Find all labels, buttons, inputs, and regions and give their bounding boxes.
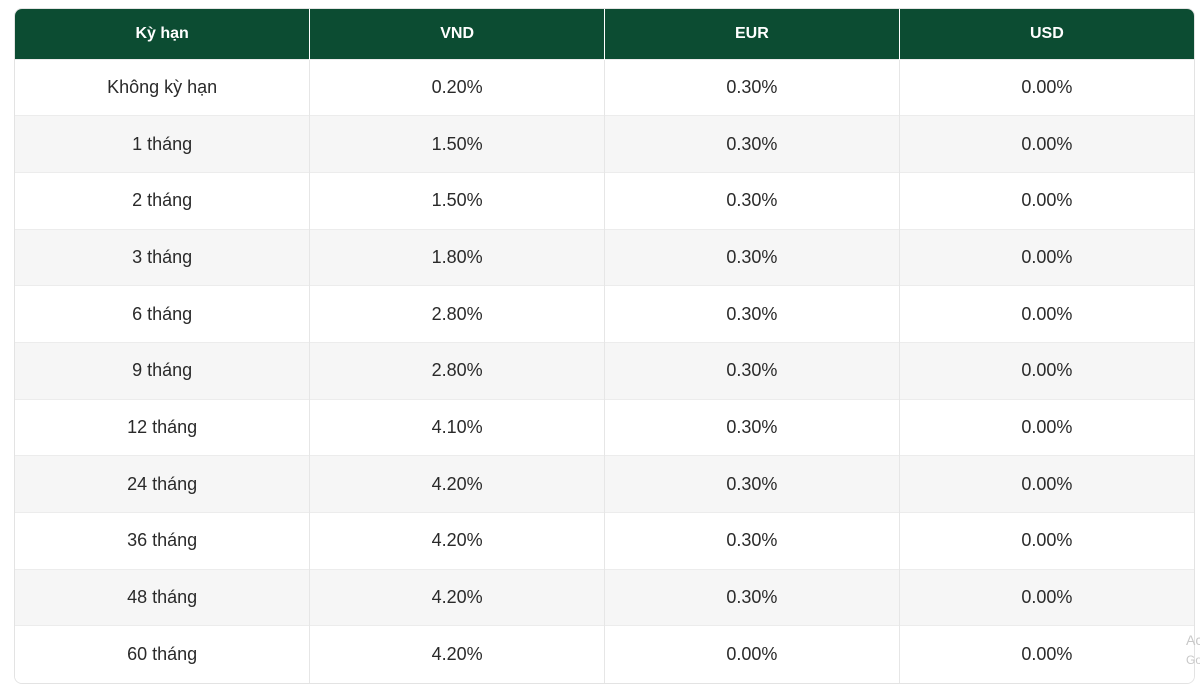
cell-term: 6 tháng [15, 285, 311, 343]
cell-eur: 0.30% [604, 171, 900, 230]
watermark-line-1: Ac [1186, 632, 1200, 648]
cell-term: 24 tháng [15, 455, 311, 513]
header-vnd: VND [309, 9, 605, 59]
table-row: 60 tháng 4.20% 0.00% 0.00% [15, 625, 1194, 683]
cell-term: Không kỳ hạn [15, 58, 311, 116]
interest-rate-table-container: Kỳ hạn VND EUR USD Không kỳ hạn 0.20% 0.… [14, 8, 1195, 684]
cell-vnd: 2.80% [309, 285, 605, 343]
cell-eur: 0.30% [604, 228, 900, 286]
cell-usd: 0.00% [899, 228, 1194, 286]
cell-vnd: 4.10% [309, 398, 605, 456]
cell-term: 9 tháng [15, 341, 311, 400]
header-eur: EUR [604, 9, 900, 59]
cell-eur: 0.30% [604, 455, 900, 513]
cell-term: 60 tháng [15, 625, 311, 683]
cell-eur: 0.30% [604, 115, 900, 173]
cell-vnd: 4.20% [309, 568, 605, 626]
cell-term: 3 tháng [15, 228, 311, 286]
cell-vnd: 1.80% [309, 228, 605, 286]
cell-eur: 0.30% [604, 512, 900, 570]
cell-usd: 0.00% [899, 455, 1194, 513]
windows-activation-watermark: Ac Go [1186, 630, 1200, 670]
header-term: Kỳ hạn [15, 9, 311, 59]
watermark-line-2: Go [1186, 653, 1200, 667]
cell-term: 48 tháng [15, 568, 311, 626]
table-body: Không kỳ hạn 0.20% 0.30% 0.00% 1 tháng 1… [15, 58, 1194, 683]
cell-vnd: 0.20% [309, 58, 605, 116]
table-row: 9 tháng 2.80% 0.30% 0.00% [15, 341, 1194, 400]
cell-term: 36 tháng [15, 512, 311, 570]
cell-eur: 0.00% [604, 625, 900, 683]
cell-eur: 0.30% [604, 568, 900, 626]
cell-vnd: 1.50% [309, 171, 605, 230]
table-row: 48 tháng 4.20% 0.30% 0.00% [15, 568, 1194, 626]
table-row: 2 tháng 1.50% 0.30% 0.00% [15, 171, 1194, 230]
table-row: 12 tháng 4.10% 0.30% 0.00% [15, 398, 1194, 456]
cell-usd: 0.00% [899, 568, 1194, 626]
table-row: 1 tháng 1.50% 0.30% 0.00% [15, 115, 1194, 173]
cell-usd: 0.00% [899, 625, 1194, 683]
cell-usd: 0.00% [899, 285, 1194, 343]
cell-usd: 0.00% [899, 398, 1194, 456]
cell-vnd: 4.20% [309, 512, 605, 570]
table-row: 36 tháng 4.20% 0.30% 0.00% [15, 512, 1194, 570]
cell-vnd: 4.20% [309, 625, 605, 683]
cell-eur: 0.30% [604, 398, 900, 456]
cell-eur: 0.30% [604, 58, 900, 116]
cell-usd: 0.00% [899, 115, 1194, 173]
table-row: 3 tháng 1.80% 0.30% 0.00% [15, 228, 1194, 286]
cell-vnd: 2.80% [309, 341, 605, 400]
cell-usd: 0.00% [899, 341, 1194, 400]
table-row: 6 tháng 2.80% 0.30% 0.00% [15, 285, 1194, 343]
cell-usd: 0.00% [899, 512, 1194, 570]
cell-term: 12 tháng [15, 398, 311, 456]
cell-term: 1 tháng [15, 115, 311, 173]
table-header: Kỳ hạn VND EUR USD [15, 9, 1194, 59]
cell-eur: 0.30% [604, 285, 900, 343]
cell-usd: 0.00% [899, 58, 1194, 116]
header-row: Kỳ hạn VND EUR USD [15, 9, 1194, 59]
cell-term: 2 tháng [15, 171, 311, 230]
cell-eur: 0.30% [604, 341, 900, 400]
cell-vnd: 1.50% [309, 115, 605, 173]
cell-vnd: 4.20% [309, 455, 605, 513]
cell-usd: 0.00% [899, 171, 1194, 230]
table-row: 24 tháng 4.20% 0.30% 0.00% [15, 455, 1194, 513]
interest-rate-table: Kỳ hạn VND EUR USD Không kỳ hạn 0.20% 0.… [15, 9, 1194, 683]
header-usd: USD [1029, 24, 1064, 42]
table-row: Không kỳ hạn 0.20% 0.30% 0.00% [15, 58, 1194, 116]
